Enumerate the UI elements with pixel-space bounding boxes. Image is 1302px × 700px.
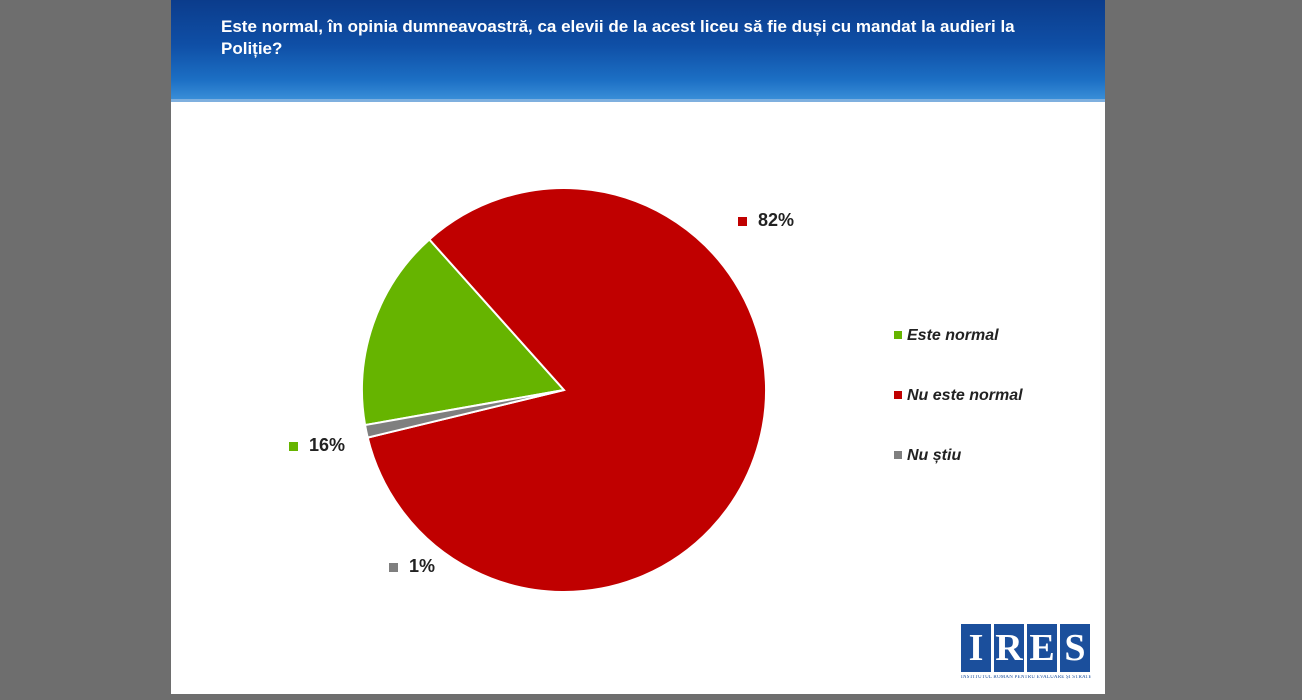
data-label-nu-este-normal: 82% (738, 210, 794, 230)
pie-chart: 16% 82% 1% Este normal Nu este normal Nu știu (289, 187, 1023, 593)
header-divider (171, 99, 1105, 102)
legend-nu-stiu: Nu știu (894, 447, 961, 464)
logo-subtitle: INSTITUTUL ROMÂN PENTRU EVALUARE ȘI STRA… (961, 675, 1091, 680)
title-bar: Este normal, în opinia dumneavoastră, ca… (171, 0, 1105, 100)
legend-marker (894, 451, 902, 459)
data-label-marker (738, 217, 747, 226)
slide: Este normal, în opinia dumneavoastră, ca… (171, 0, 1105, 694)
data-label-este-normal: 16% (289, 435, 345, 455)
legend-este-normal: Este normal (894, 327, 999, 344)
slice-nu-este-normal (366, 187, 767, 593)
chart-title: Este normal, în opinia dumneavoastră, ca… (221, 17, 1015, 58)
data-label-text: 1% (409, 556, 435, 576)
data-label-nu-stiu: 1% (389, 556, 435, 576)
legend-label: Este normal (907, 327, 999, 344)
legend-marker (894, 391, 902, 399)
legend-label: Nu este normal (907, 387, 1023, 404)
logo-letter: I (961, 624, 991, 672)
data-label-marker (389, 563, 398, 572)
data-label-text: 82% (758, 210, 794, 230)
slice-este-normal (361, 238, 566, 427)
logo-letter: S (1060, 624, 1090, 672)
logo-letter: E (1027, 624, 1057, 672)
logo-letter: R (994, 624, 1024, 672)
slice-nu-stiu (363, 389, 565, 439)
legend-marker (894, 331, 902, 339)
legend-label: Nu știu (907, 447, 961, 464)
data-label-text: 16% (309, 435, 345, 455)
legend-nu-este-normal: Nu este normal (894, 387, 1023, 404)
data-label-marker (289, 442, 298, 451)
